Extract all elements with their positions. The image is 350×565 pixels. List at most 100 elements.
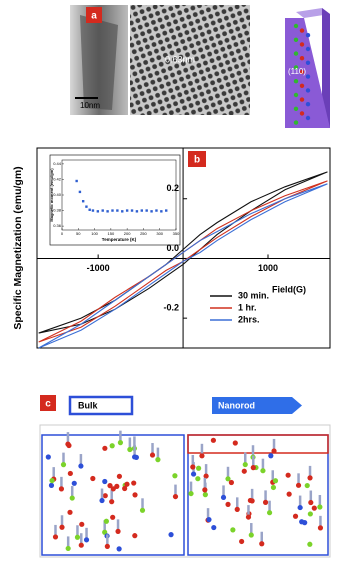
surface-layer — [187, 434, 329, 454]
atom — [286, 491, 292, 497]
x-tick-label: 200 — [124, 231, 131, 236]
scale-label: 10nm — [80, 101, 100, 110]
atom — [109, 499, 115, 505]
y-tick-label: -0.2 — [164, 303, 180, 313]
point — [85, 205, 88, 208]
atom — [117, 440, 124, 446]
atom — [188, 490, 194, 497]
atom — [299, 83, 305, 89]
atom — [102, 529, 108, 535]
atom — [132, 533, 138, 539]
y-tick-label: 0.0 — [167, 243, 180, 253]
point — [145, 209, 148, 212]
atom — [139, 507, 146, 513]
legend-label: 1 hr. — [238, 302, 257, 312]
atom — [293, 79, 299, 84]
atom — [67, 509, 73, 515]
point — [106, 210, 109, 213]
atom — [225, 501, 231, 507]
x-tick-label: 0 — [61, 231, 64, 236]
atom — [299, 28, 305, 33]
y-tick-label: 0.44 — [53, 161, 62, 166]
y-tick-label: 0.2 — [167, 183, 180, 193]
x-axis-label: Field(G) — [272, 284, 306, 294]
point — [165, 209, 168, 212]
atom — [239, 538, 245, 545]
atom — [71, 480, 77, 486]
nanorod-arrow — [212, 397, 302, 414]
atom — [78, 463, 84, 469]
atom — [58, 486, 65, 492]
panel-label: a — [91, 11, 97, 22]
atom — [116, 546, 122, 552]
atom — [206, 517, 212, 523]
point — [111, 209, 114, 212]
atom — [293, 65, 299, 70]
point — [150, 210, 153, 213]
atom — [293, 106, 299, 112]
point — [160, 210, 163, 213]
atom — [295, 482, 302, 488]
atom — [190, 471, 197, 477]
x-tick-label: 150 — [108, 231, 115, 236]
atom — [307, 475, 313, 481]
atom — [305, 88, 311, 93]
atom — [99, 497, 105, 504]
atom — [308, 499, 314, 506]
panel-label-box — [40, 395, 56, 411]
atom — [232, 440, 238, 446]
atom — [202, 492, 208, 498]
atom — [110, 514, 116, 520]
atom — [102, 478, 108, 485]
atom — [109, 443, 115, 449]
atom — [104, 543, 110, 549]
atom — [293, 37, 299, 42]
atom — [248, 532, 254, 538]
atom — [196, 465, 202, 471]
y-tick-label: 0.38 — [53, 208, 62, 213]
atom — [268, 453, 274, 459]
atom-column — [293, 23, 311, 125]
atom — [247, 497, 253, 504]
atom — [230, 527, 236, 533]
atom — [90, 475, 96, 482]
x-tick-label: 100 — [91, 231, 98, 236]
point — [96, 210, 100, 213]
bulk-cell — [41, 434, 185, 556]
atom — [155, 457, 161, 463]
atoms — [45, 430, 324, 552]
atom — [60, 462, 67, 468]
atom — [65, 545, 71, 552]
point — [135, 210, 139, 213]
point — [116, 209, 119, 212]
spacing-label: 0.63nm — [165, 54, 195, 64]
point — [81, 200, 85, 203]
atom — [74, 534, 81, 540]
atom — [195, 476, 201, 482]
point — [121, 210, 124, 213]
atom — [307, 511, 313, 517]
atom — [297, 504, 303, 511]
atom — [131, 480, 137, 486]
point — [155, 209, 158, 212]
inset-x-label: Temperature (K) — [102, 237, 137, 242]
y-tick-label: 0.42 — [53, 177, 62, 182]
atom — [122, 485, 128, 492]
atom — [48, 482, 55, 488]
atom — [305, 74, 311, 79]
point — [78, 190, 82, 194]
atom — [199, 453, 205, 459]
atom — [83, 537, 90, 543]
atom — [149, 452, 156, 458]
atom — [107, 483, 113, 489]
lattice-image — [130, 5, 250, 115]
atom — [211, 524, 217, 531]
inset-y-label: Magnetic moment (emu/gm) — [49, 168, 54, 222]
x-tick-label: 250 — [140, 231, 147, 236]
atom — [262, 499, 269, 505]
point — [88, 208, 91, 211]
point — [91, 209, 95, 212]
atom — [259, 541, 265, 547]
y-tick-label: 0.40 — [53, 192, 62, 197]
